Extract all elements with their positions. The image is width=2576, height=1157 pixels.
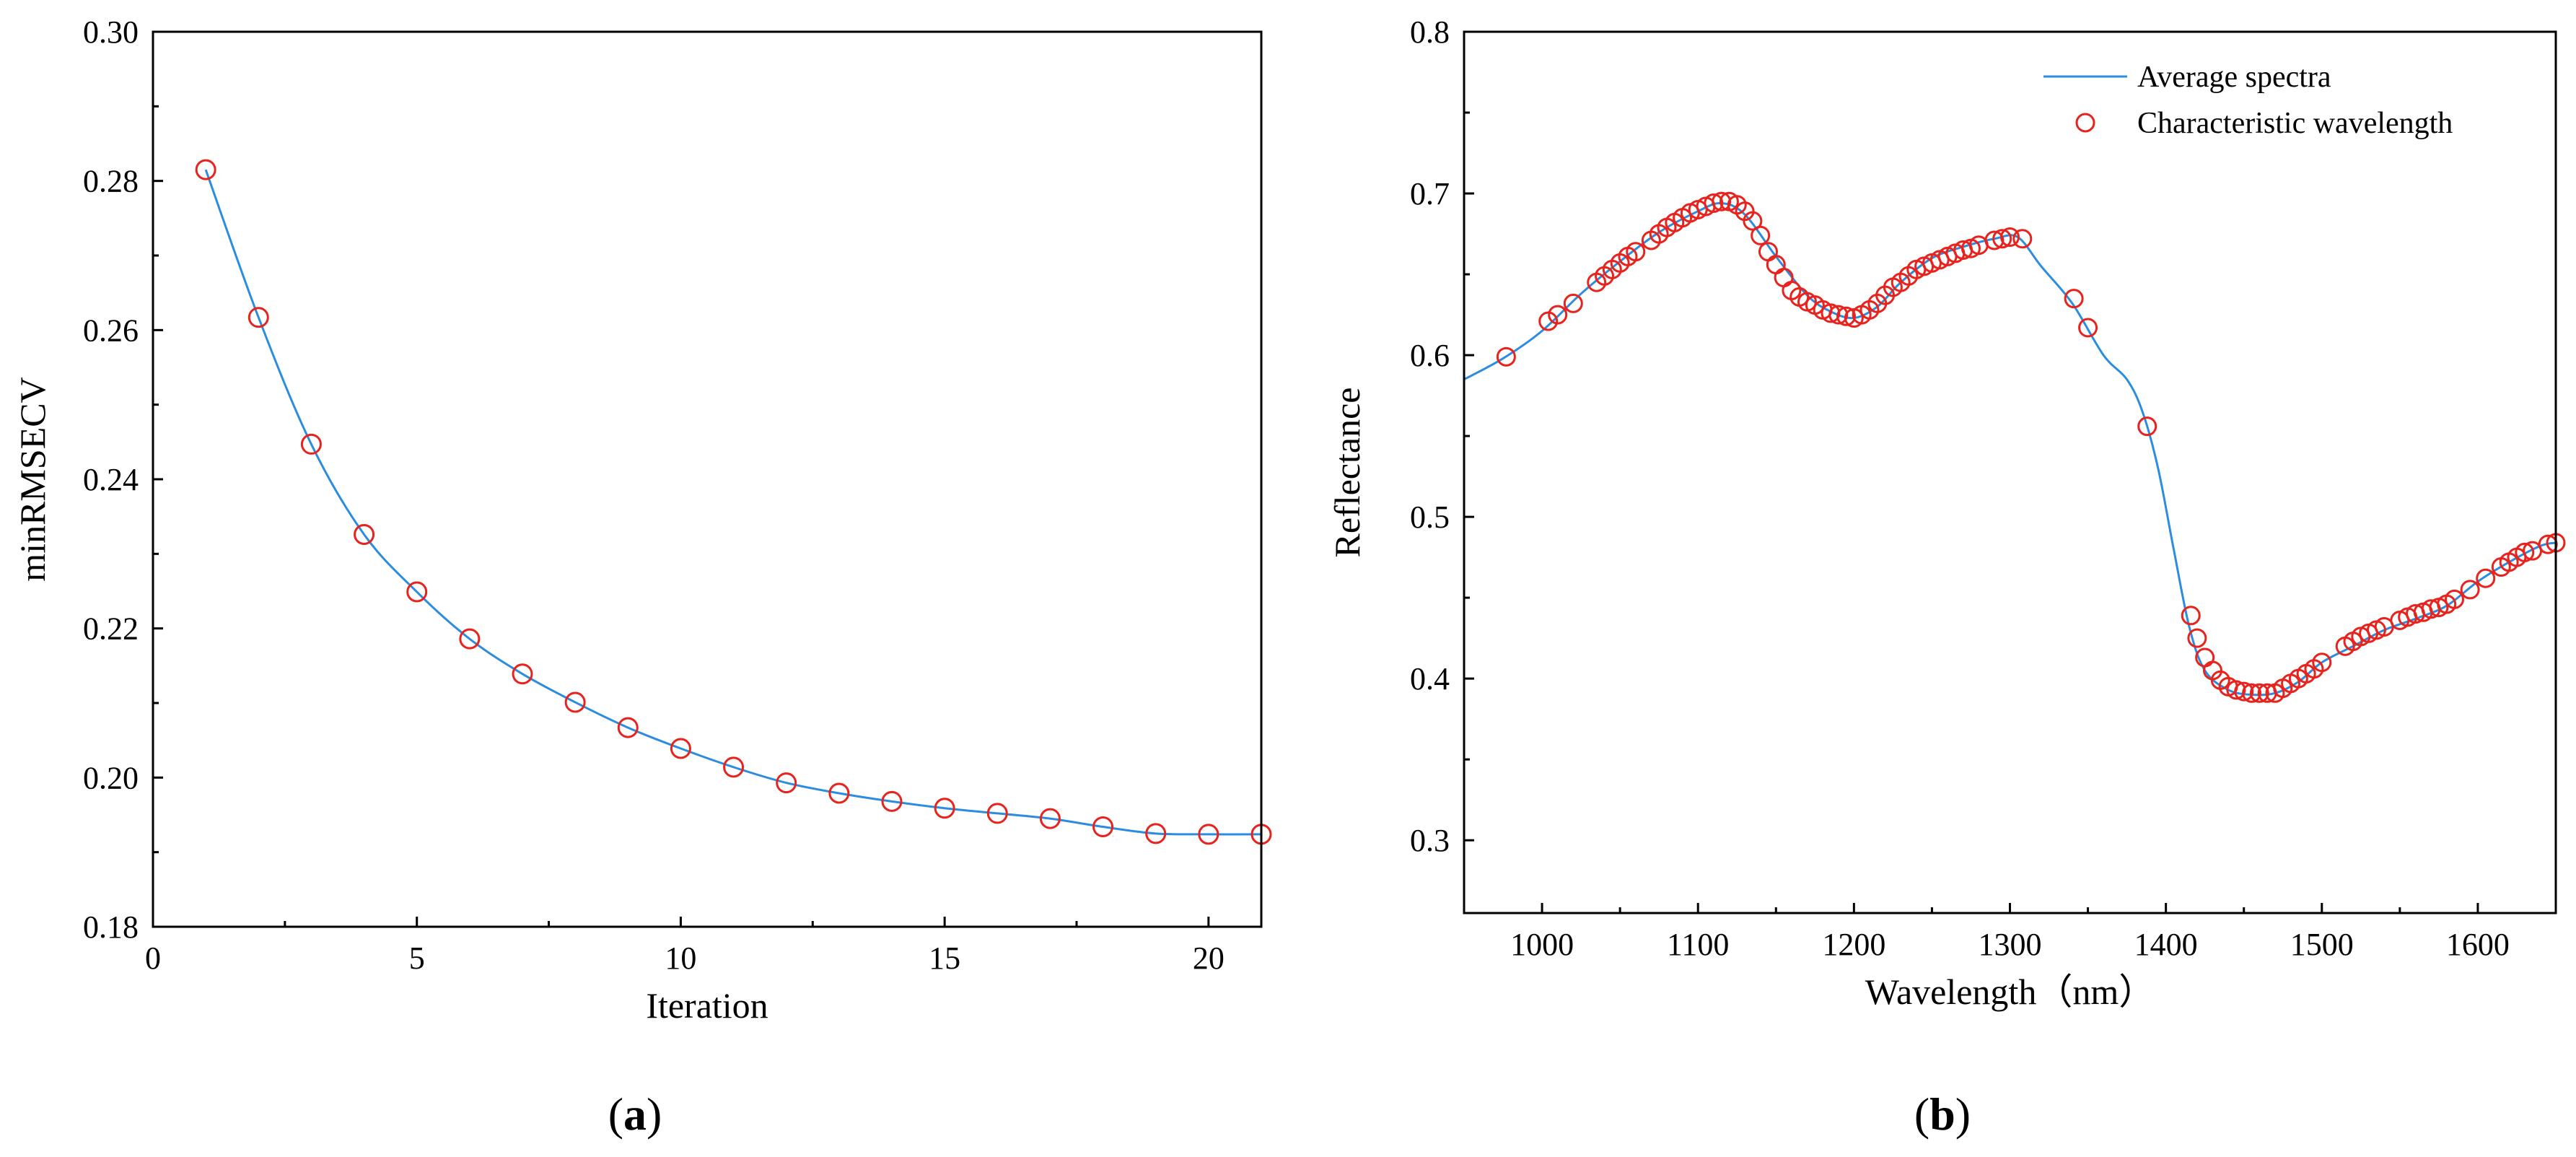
chart-a-data-point [512, 663, 533, 685]
chart-b-plot-frame [1463, 30, 2557, 914]
chart-a-ticks: 0.18 0.20 0.22 0.24 0.26 0.28 0.30 0 5 10 15 20 [83, 14, 1225, 976]
chart-b-data-point [2078, 318, 2098, 338]
chart-b-markers [1496, 191, 2566, 703]
chart-a-y-tick-label: 0.20 [83, 760, 139, 795]
chart-a: 0.18 0.20 0.22 0.24 0.26 0.28 0.30 0 5 10 15 20 Ite… [12, 14, 1272, 1026]
chart-a-data-point [934, 798, 955, 819]
chart-a-y-tick-label: 0.24 [83, 462, 139, 497]
chart-b-data-point [2445, 589, 2465, 609]
chart-a-data-point [354, 523, 375, 545]
chart-a-data-point [828, 782, 850, 804]
chart-a-y-tick-label: 0.28 [83, 164, 139, 199]
chart-b-data-point [1563, 293, 1583, 313]
chart-b-data-point [1992, 229, 2012, 249]
chart-a-data-point [564, 691, 586, 713]
chart-a-data-point [617, 717, 639, 738]
chart-b-y-tick-label: 0.3 [1410, 823, 1450, 858]
chart-a-x-tick-label: 5 [409, 940, 425, 976]
chart-a-y-tick-label: 0.30 [83, 14, 139, 50]
chart-b-ticks: 0.3 0.4 0.5 0.6 0.7 0.8 1000 1100 1200 1300 1400 15… [1410, 14, 2557, 962]
chart-a-data-point [406, 581, 428, 603]
chart-b-x-tick-label: 1300 [1979, 927, 2042, 962]
chart-a-plot-frame [152, 30, 1263, 928]
chart-b-x-tick-label: 1000 [1510, 927, 1574, 962]
chart-a-x-tick-label: 0 [145, 940, 161, 976]
chart-b-data-point [1743, 211, 1763, 231]
chart-a-data-point [776, 772, 797, 794]
chart-b-x-tick-label: 1400 [2134, 927, 2198, 962]
chart-b-data-point [2181, 606, 2201, 626]
legend-entry-average-spectra: Average spectra [2137, 61, 2331, 94]
chart-b-data-point [2000, 227, 2020, 248]
chart-b-data-point [1774, 268, 1794, 288]
chart-a-data-point [723, 756, 745, 778]
chart-b-data-point [2234, 681, 2254, 702]
chart-b-x-tick-label: 1200 [1822, 927, 1885, 962]
chart-a-x-axis-label: Iteration [646, 985, 768, 1026]
chart-b-y-tick-label: 0.7 [1410, 176, 1450, 211]
chart-a-x-tick-label: 15 [929, 940, 960, 976]
chart-b-data-point [1548, 305, 1568, 325]
chart-b-data-point [1751, 225, 1771, 245]
chart-b-data-point [1626, 242, 1646, 262]
chart-a-y-tick-label: 0.18 [83, 909, 139, 945]
chart-b-data-point [1704, 193, 1724, 213]
chart-b-data-point [1836, 306, 1857, 326]
chart-b-x-tick-label: 1500 [2290, 927, 2354, 962]
chart-b-data-point [2012, 229, 2033, 249]
chart-b-data-point [2460, 580, 2480, 600]
legend-entry-characteristic-wavelength: Characteristic wavelength [2137, 107, 2453, 140]
chart-a-data-point [670, 738, 691, 759]
chart-a-data-point [247, 307, 269, 328]
chart-b-x-tick-label: 1600 [2446, 927, 2510, 962]
chart-b-data-point [2137, 416, 2157, 437]
chart-b-data-point [2187, 628, 2207, 648]
chart-a-data-point [1039, 808, 1061, 829]
chart-b-data-point [2242, 683, 2262, 703]
chart-a-series-line [204, 169, 1262, 836]
chart-b-data-point [2515, 542, 2535, 562]
panel-label-b: (b) [1914, 1088, 1971, 1140]
chart-a-data-point [459, 628, 481, 650]
chart-b-data-point [1496, 346, 1516, 367]
chart-a-data-point [986, 803, 1008, 824]
chart-b-x-axis-label: Wavelength（nm） [1865, 972, 2155, 1012]
chart-a-y-axis-label: minRMSECV [12, 377, 53, 581]
chart-a-data-point [195, 159, 216, 180]
chart-a-data-point [881, 790, 903, 812]
chart-b-data-point [2312, 652, 2332, 673]
chart-a-data-point [1145, 823, 1167, 844]
chart-b-data-point [2249, 683, 2269, 703]
panel-label-a: (a) [608, 1088, 662, 1140]
chart-b-y-tick-label: 0.8 [1410, 14, 1450, 50]
chart-a-data-point [300, 433, 322, 455]
chart-a-data-point [1092, 816, 1114, 838]
chart-a-y-tick-label: 0.22 [83, 611, 139, 647]
chart-b: 0.3 0.4 0.5 0.6 0.7 0.8 1000 1100 1200 1300 1400 15… [1327, 14, 2566, 1012]
chart-b-y-tick-label: 0.5 [1410, 499, 1450, 535]
chart-b-data-point [2476, 568, 2496, 588]
chart-b-x-tick-label: 1100 [1667, 927, 1729, 962]
chart-a-x-tick-label: 20 [1193, 940, 1225, 976]
legend-marker-swatch [2075, 113, 2095, 133]
chart-b-y-tick-label: 0.4 [1410, 661, 1450, 697]
chart-b-y-axis-label: Reflectance [1327, 388, 1367, 558]
chart-b-legend: Average spectra Characteristic wavelengt… [2043, 61, 2453, 140]
chart-a-data-point [1198, 824, 1219, 845]
chart-a-markers [195, 159, 1272, 845]
chart-a-y-tick-label: 0.26 [83, 313, 139, 348]
chart-a-x-tick-label: 10 [665, 940, 696, 976]
chart-b-y-tick-label: 0.6 [1410, 338, 1450, 373]
chart-b-data-point [2064, 289, 2084, 309]
